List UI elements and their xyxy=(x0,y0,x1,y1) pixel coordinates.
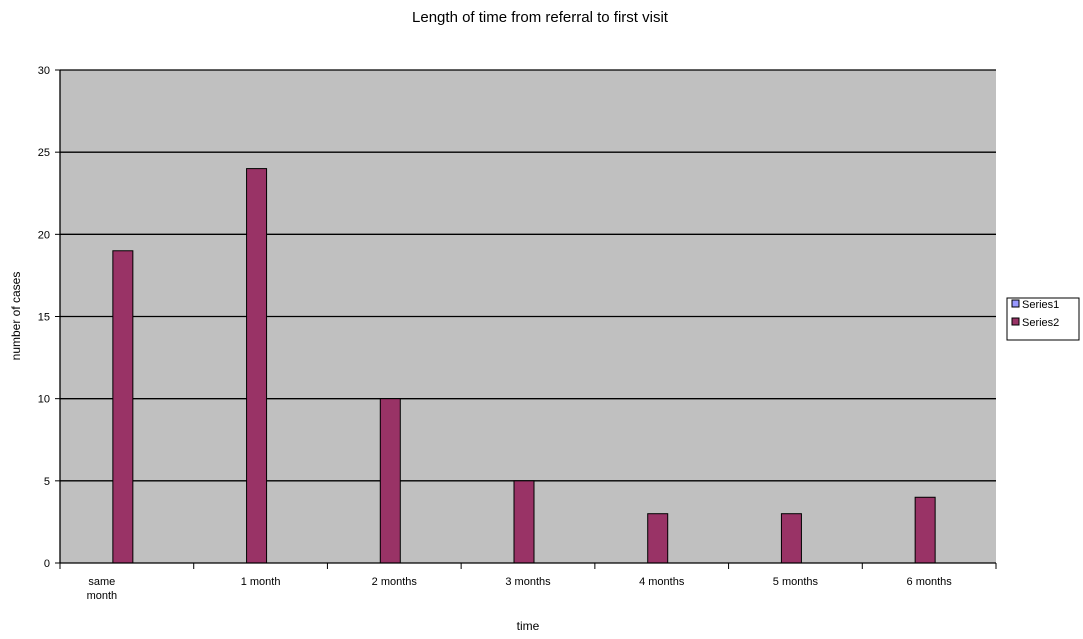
x-tick-label: 2 months xyxy=(372,576,418,588)
y-tick-label: 30 xyxy=(38,65,50,77)
x-tick-label: 4 months xyxy=(639,576,685,588)
x-tick-label: same month xyxy=(87,576,118,602)
bar-series2-2 xyxy=(379,398,401,564)
chart-title: Length of time from referral to first vi… xyxy=(412,9,669,26)
x-tick-labels: same month 1 month 2 months 3 months 4 months… xyxy=(87,576,953,602)
y-tick-label: 0 xyxy=(44,558,50,570)
bar-series2-6 xyxy=(914,496,936,564)
y-tick-label: 25 xyxy=(38,147,50,159)
legend-swatch-series1 xyxy=(1011,299,1020,308)
x-axis-label: time xyxy=(517,619,540,633)
x-tick-label: 6 months xyxy=(907,576,953,588)
legend-label-series2: Series2 xyxy=(1022,317,1059,329)
bar-series2-3 xyxy=(513,480,535,564)
axes xyxy=(55,69,997,569)
bar-series2-0 xyxy=(112,250,134,564)
y-tick-label: 5 xyxy=(44,476,50,488)
x-tick-label: 3 months xyxy=(505,576,551,588)
y-tick-labels: 0 5 10 15 20 25 30 xyxy=(38,65,50,570)
y-axis-label: number of cases xyxy=(9,272,23,361)
y-tick-label: 20 xyxy=(38,229,50,241)
legend-label-series1: Series1 xyxy=(1022,299,1059,311)
x-tick-label: 1 month xyxy=(241,576,281,588)
legend-swatch-series2 xyxy=(1011,317,1020,326)
y-tick-label: 15 xyxy=(38,312,50,324)
bars xyxy=(112,168,936,564)
bar-series2-1 xyxy=(246,168,268,564)
legend: Series1 Series2 xyxy=(1006,297,1080,341)
x-tick-label: 5 months xyxy=(773,576,819,588)
bar-series2-5 xyxy=(780,513,802,564)
bar-series2-4 xyxy=(647,513,669,564)
gridlines xyxy=(60,69,996,482)
y-tick-label: 10 xyxy=(38,394,50,406)
